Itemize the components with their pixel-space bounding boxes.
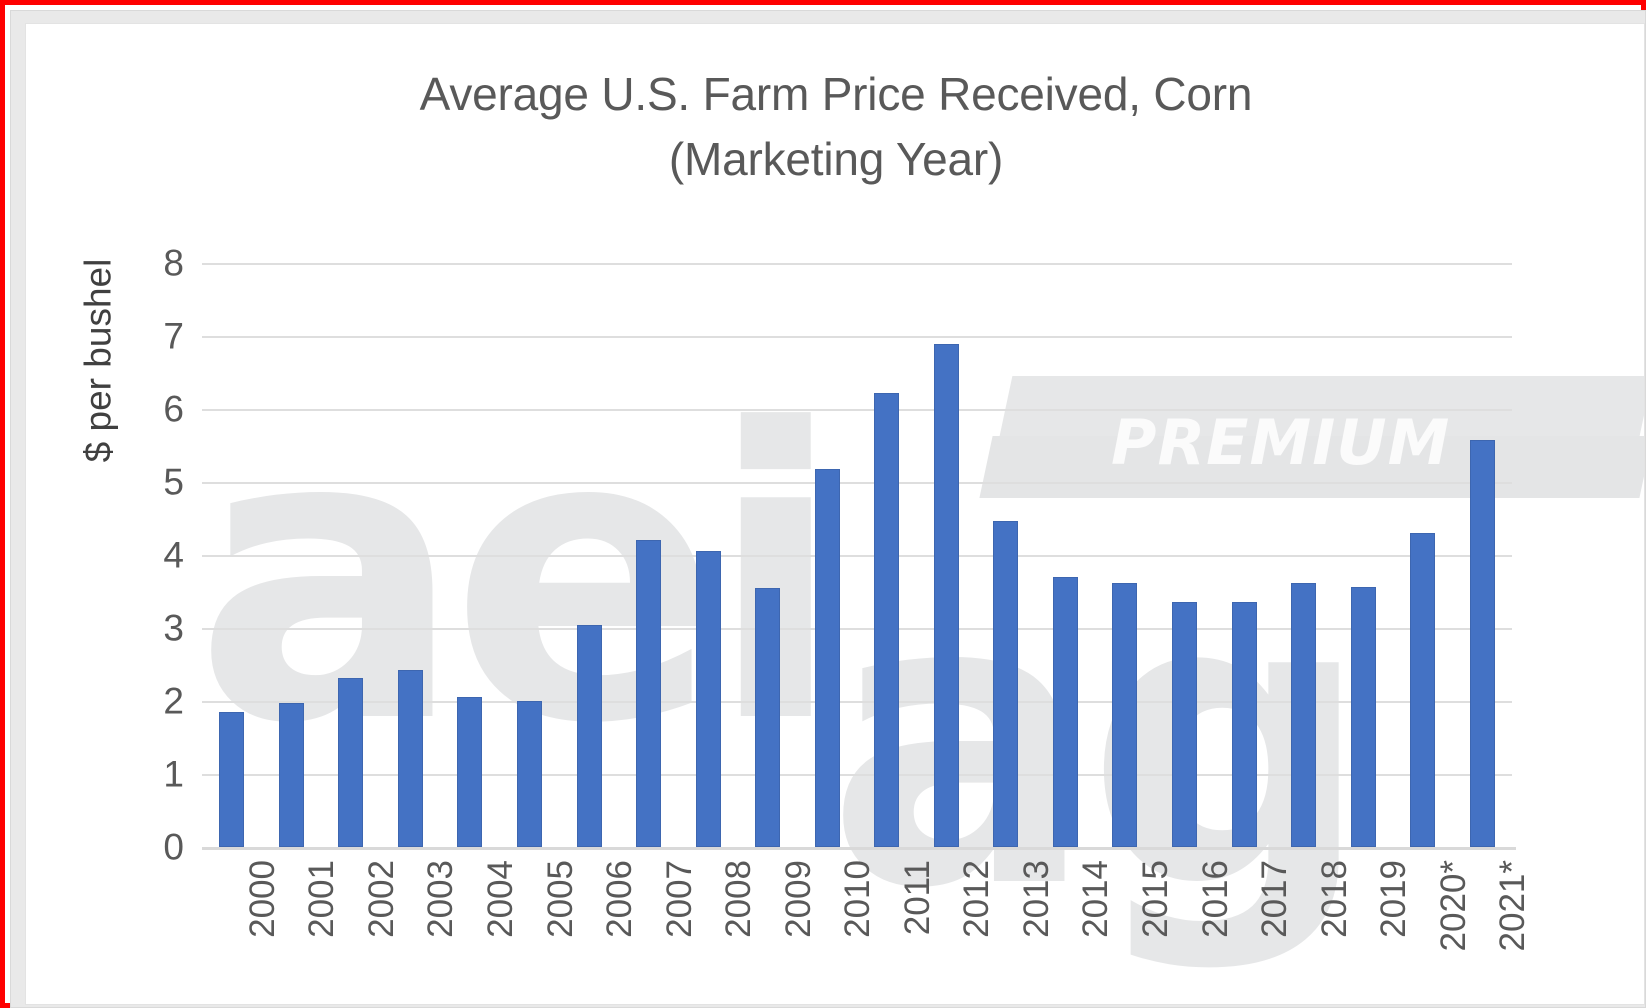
x-axis-line <box>202 847 1516 850</box>
x-axis-tick-label: 2010 <box>838 860 878 938</box>
y-axis-tick-label: 8 <box>163 242 184 284</box>
x-axis-tick-label: 2018 <box>1314 860 1354 938</box>
bars-container <box>202 263 1512 847</box>
bar <box>1112 583 1138 847</box>
x-axis-tick-label: 2016 <box>1195 860 1235 938</box>
y-axis-tick-label: 1 <box>163 753 184 795</box>
bar <box>993 521 1019 847</box>
bar <box>1350 587 1376 847</box>
bar <box>636 540 662 847</box>
x-axis-tick-label: 2014 <box>1076 860 1116 938</box>
x-axis-tick-label: 2002 <box>361 860 401 938</box>
bar <box>517 701 542 847</box>
y-axis-tick-label: 7 <box>163 315 184 357</box>
bar <box>874 392 900 847</box>
bar <box>1410 533 1436 847</box>
y-axis-tick-label: 6 <box>163 388 184 430</box>
inner-frame: aei ag PREMIUM Average U.S. Farm Price R… <box>10 10 1646 1008</box>
x-axis-tick-label: 2005 <box>540 860 580 938</box>
bar <box>576 625 602 847</box>
bar <box>695 550 721 847</box>
y-axis-tick-label: 2 <box>163 680 184 722</box>
x-axis-tick-label: 2021* <box>1493 860 1533 952</box>
x-axis-tick-label: 2011 <box>897 860 937 936</box>
bar <box>755 587 781 847</box>
x-axis-tick-label: 2008 <box>719 860 759 938</box>
bar <box>1291 583 1317 847</box>
x-axis-tick-label: 2004 <box>480 860 520 938</box>
bar <box>278 703 304 847</box>
x-axis-tick-label: 2017 <box>1255 860 1295 938</box>
bar <box>457 696 483 847</box>
x-axis-tick-label: 2019 <box>1374 860 1414 938</box>
bar <box>1172 601 1197 847</box>
x-axis-tick-label: 2009 <box>778 860 818 938</box>
x-axis-tick-label: 2020* <box>1433 860 1473 952</box>
x-axis-tick-label: 2001 <box>302 860 342 938</box>
bar <box>814 468 840 847</box>
x-axis-tick-label: 2000 <box>242 860 282 938</box>
x-axis-tick-label: 2013 <box>1016 860 1056 938</box>
bar <box>1052 576 1078 847</box>
gridline <box>202 774 1512 776</box>
x-axis-tick-label: 2015 <box>1135 860 1175 938</box>
x-axis-tick-label: 2012 <box>957 860 997 938</box>
plot-wrapper: Average U.S. Farm Price Received, Corn (… <box>26 24 1644 1004</box>
bar <box>397 670 423 847</box>
x-axis-tick-label: 2003 <box>421 860 461 938</box>
bar <box>933 344 959 847</box>
y-axis-tick-label: 5 <box>163 461 184 503</box>
bar <box>1231 601 1257 847</box>
gridline <box>202 409 1512 411</box>
gridline <box>202 701 1512 703</box>
bar <box>338 677 364 847</box>
bar <box>1469 439 1495 847</box>
gridline <box>202 555 1512 557</box>
y-axis-tick-label: 4 <box>163 534 184 576</box>
y-axis-tick-label: 3 <box>163 607 184 649</box>
gridline <box>202 263 1512 265</box>
x-axis-tick-label: 2006 <box>600 860 640 938</box>
chart-surface: aei ag PREMIUM Average U.S. Farm Price R… <box>25 23 1645 1005</box>
x-axis-tick-label: 2007 <box>659 860 699 938</box>
gridline <box>202 482 1512 484</box>
y-axis-tick-label: 0 <box>163 826 184 868</box>
page-title: Average U.S. Farm Price Received, Corn (… <box>419 68 1253 186</box>
bar <box>219 711 245 847</box>
gridline <box>202 628 1512 630</box>
gridline <box>202 336 1512 338</box>
